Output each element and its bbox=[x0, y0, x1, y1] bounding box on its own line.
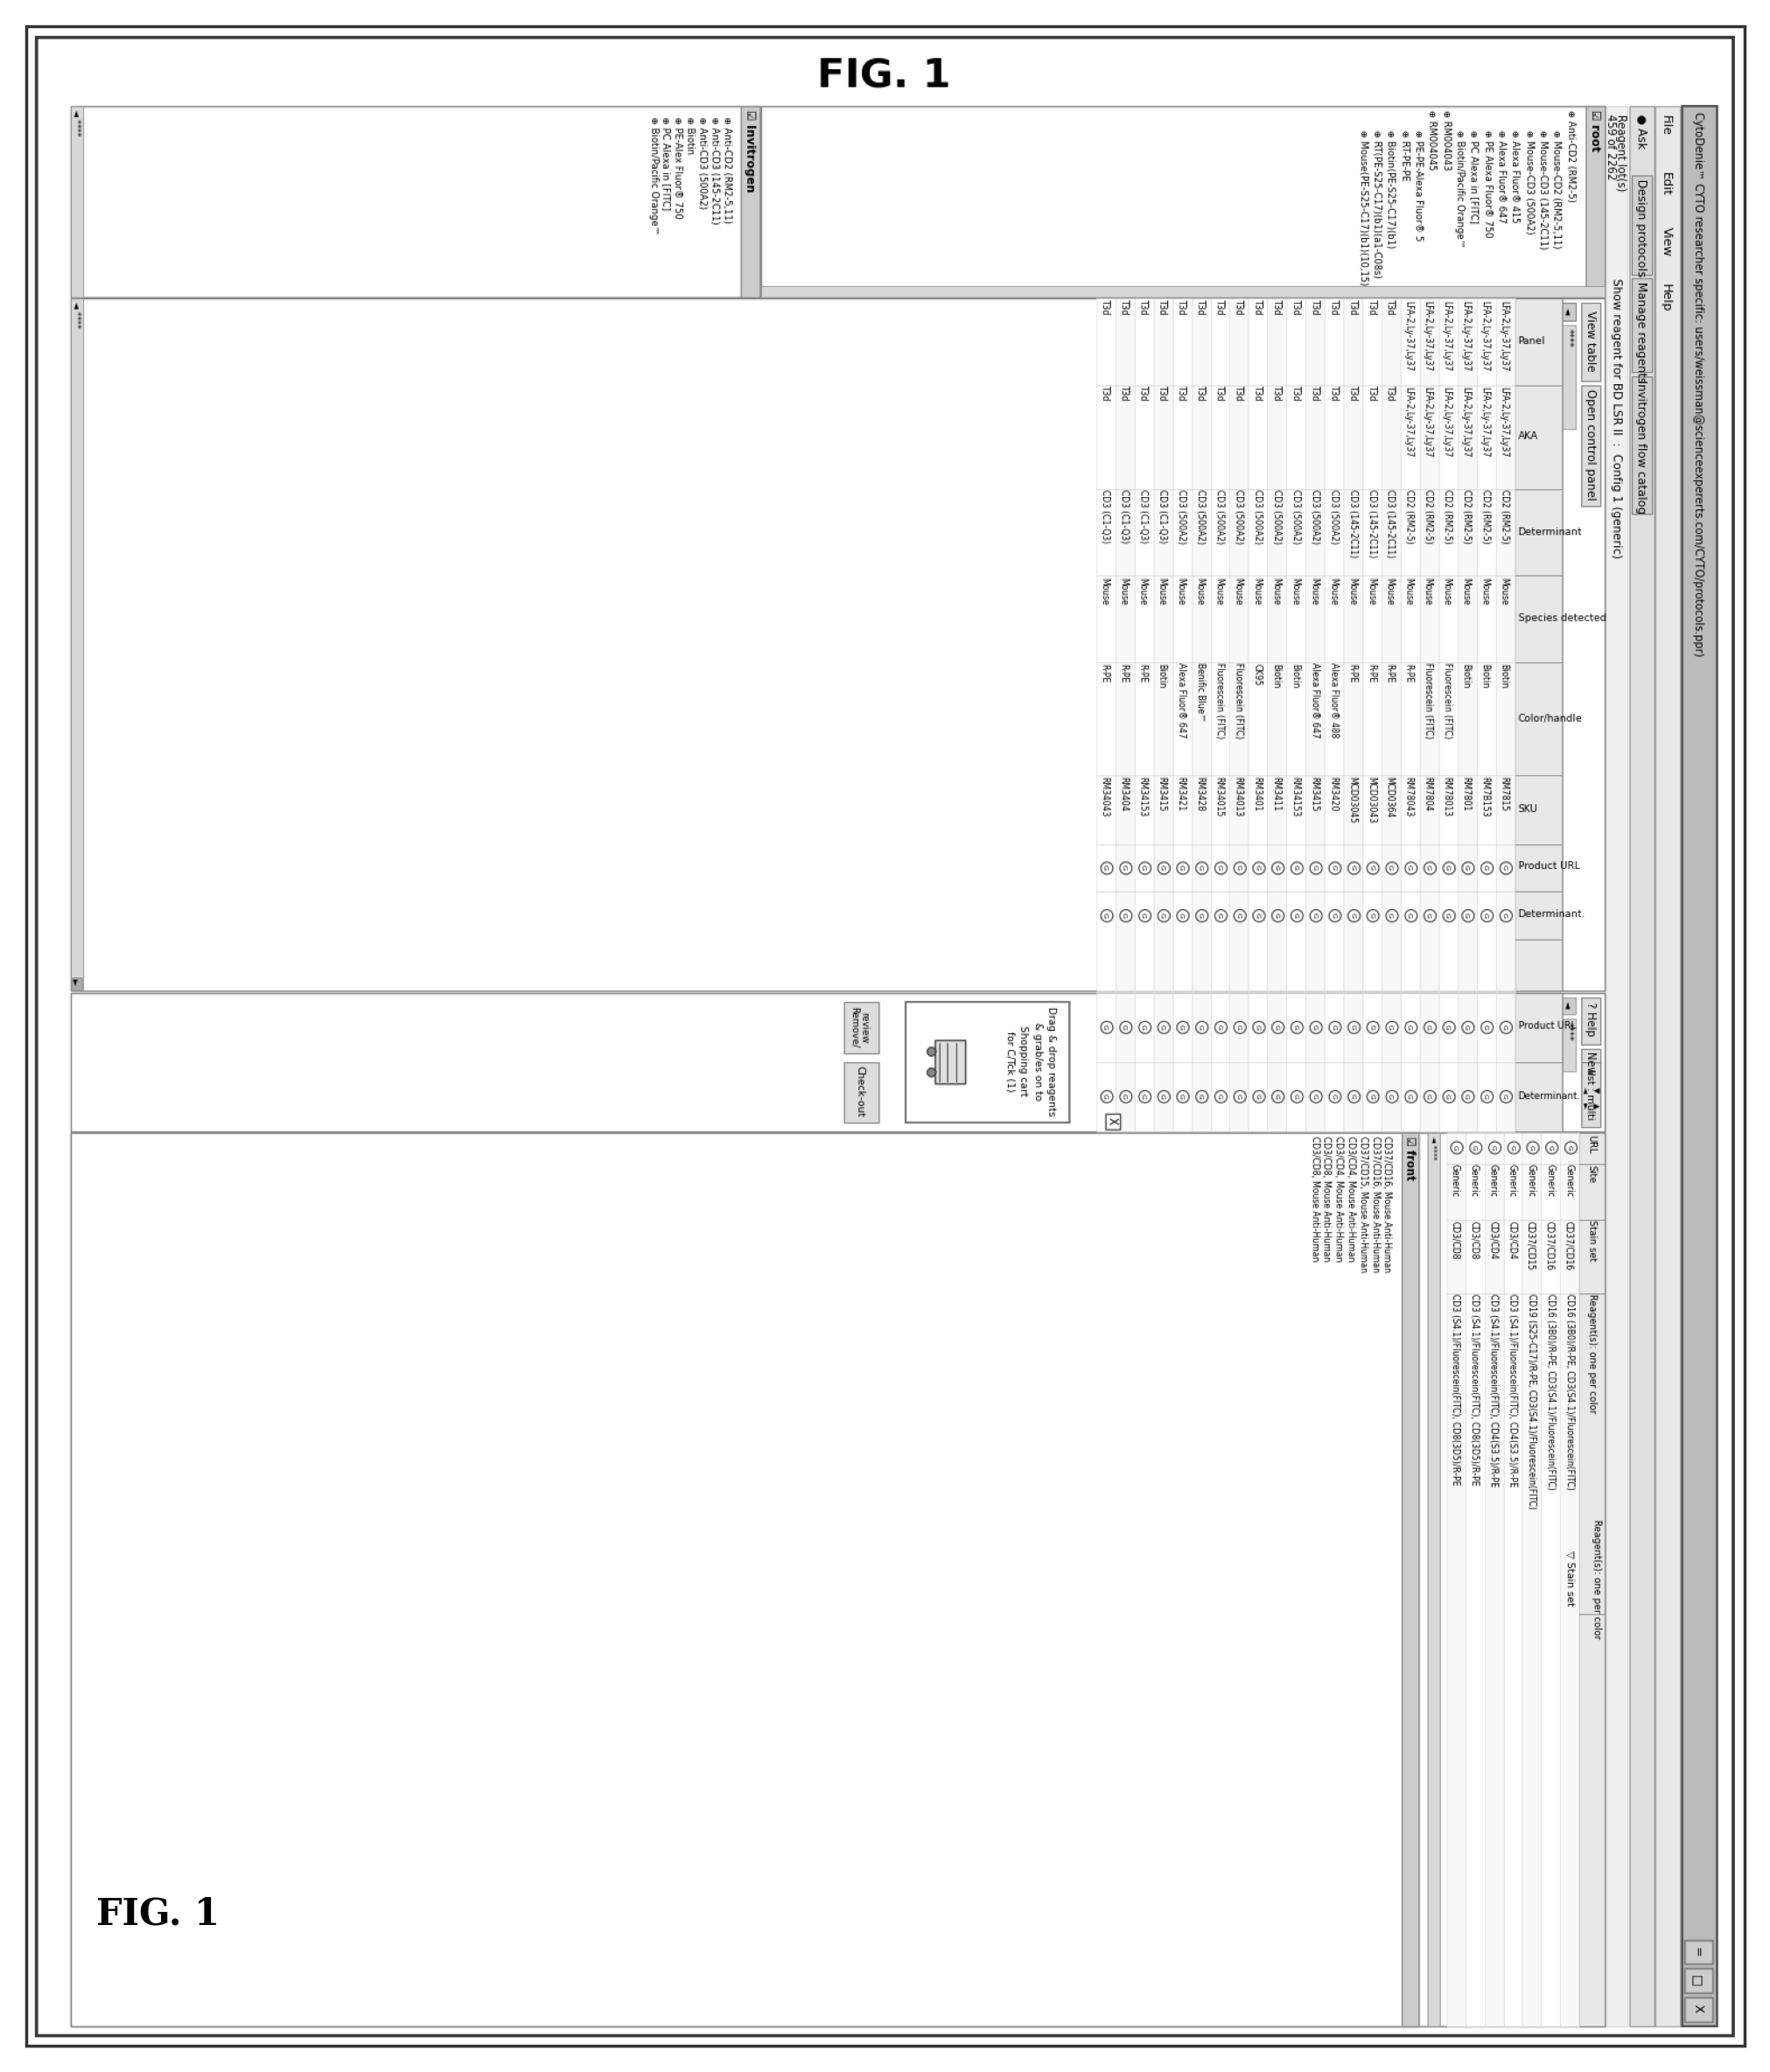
Text: FIG. 1: FIG. 1 bbox=[96, 1896, 219, 1933]
